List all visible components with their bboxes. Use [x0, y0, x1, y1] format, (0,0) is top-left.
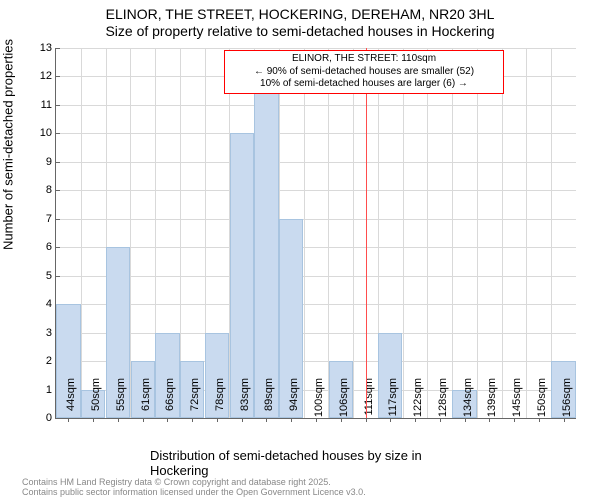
x-tick-label: 94sqm: [288, 378, 300, 422]
x-tick-label: 72sqm: [189, 378, 201, 422]
bar: [254, 76, 278, 418]
bar: [230, 133, 254, 418]
chart-title-line2: Size of property relative to semi-detach…: [0, 23, 600, 40]
x-tick-label: 106sqm: [338, 378, 350, 422]
x-tick-label: 139sqm: [486, 378, 498, 422]
x-tick-label: 61sqm: [140, 378, 152, 422]
x-tick-label: 128sqm: [437, 378, 449, 422]
y-tick-label: 3: [28, 327, 56, 339]
x-tick-label: 50sqm: [90, 378, 102, 422]
gridline-v: [526, 48, 527, 418]
gridline-h: [56, 333, 576, 334]
x-tick-label: 66sqm: [164, 378, 176, 422]
gridline-h: [56, 247, 576, 248]
gridline-v: [304, 48, 305, 418]
gridline-v: [502, 48, 503, 418]
gridline-v: [427, 48, 428, 418]
y-tick-label: 7: [28, 213, 56, 225]
y-tick-label: 8: [28, 184, 56, 196]
gridline-h: [56, 219, 576, 220]
y-axis-label: Number of semi-detached properties: [1, 39, 16, 250]
y-tick-label: 9: [28, 156, 56, 168]
gridline-h: [56, 133, 576, 134]
x-tick-label: 100sqm: [313, 378, 325, 422]
gridline-h: [56, 276, 576, 277]
x-axis-label: Distribution of semi-detached houses by …: [150, 448, 450, 478]
chart-container: ELINOR, THE STREET, HOCKERING, DEREHAM, …: [0, 0, 600, 500]
annotation-line1: ELINOR, THE STREET: 110sqm: [229, 53, 499, 66]
y-tick-label: 0: [28, 412, 56, 424]
annotation-box: ELINOR, THE STREET: 110sqm ← 90% of semi…: [224, 50, 504, 94]
x-tick-label: 55sqm: [115, 378, 127, 422]
x-tick-label: 89sqm: [263, 378, 275, 422]
chart-footer: Contains HM Land Registry data © Crown c…: [22, 478, 366, 498]
y-tick-label: 2: [28, 355, 56, 367]
y-tick-label: 10: [28, 127, 56, 139]
x-tick-label: 150sqm: [536, 378, 548, 422]
x-tick-label: 122sqm: [412, 378, 424, 422]
annotation-line3: 10% of semi-detached houses are larger (…: [229, 78, 499, 91]
y-tick-label: 4: [28, 298, 56, 310]
y-tick-label: 6: [28, 241, 56, 253]
gridline-v: [353, 48, 354, 418]
y-tick-label: 5: [28, 270, 56, 282]
x-tick-label: 83sqm: [239, 378, 251, 422]
gridline-v: [403, 48, 404, 418]
annotation-line2: ← 90% of semi-detached houses are smalle…: [229, 66, 499, 79]
y-tick-label: 13: [28, 42, 56, 54]
x-tick-label: 78sqm: [214, 378, 226, 422]
gridline-h: [56, 304, 576, 305]
gridline-h: [56, 162, 576, 163]
x-tick-label: 117sqm: [387, 378, 399, 422]
x-tick-label: 111sqm: [363, 378, 375, 422]
x-tick-label: 145sqm: [511, 378, 523, 422]
y-tick-label: 1: [28, 384, 56, 396]
gridline-v: [477, 48, 478, 418]
plot-area: 01234567891011121344sqm50sqm55sqm61sqm66…: [55, 48, 576, 419]
x-tick-label: 134sqm: [462, 378, 474, 422]
footer-line2: Contains public sector information licen…: [22, 488, 366, 498]
gridline-h: [56, 190, 576, 191]
y-tick-label: 12: [28, 70, 56, 82]
chart-title-block: ELINOR, THE STREET, HOCKERING, DEREHAM, …: [0, 0, 600, 40]
gridline-v: [81, 48, 82, 418]
x-tick-label: 44sqm: [65, 378, 77, 422]
gridline-h: [56, 48, 576, 49]
y-tick-label: 11: [28, 99, 56, 111]
gridline-v: [452, 48, 453, 418]
x-tick-label: 156sqm: [561, 378, 573, 422]
chart-title-line1: ELINOR, THE STREET, HOCKERING, DEREHAM, …: [0, 6, 600, 23]
reference-line: [366, 48, 367, 418]
gridline-h: [56, 105, 576, 106]
